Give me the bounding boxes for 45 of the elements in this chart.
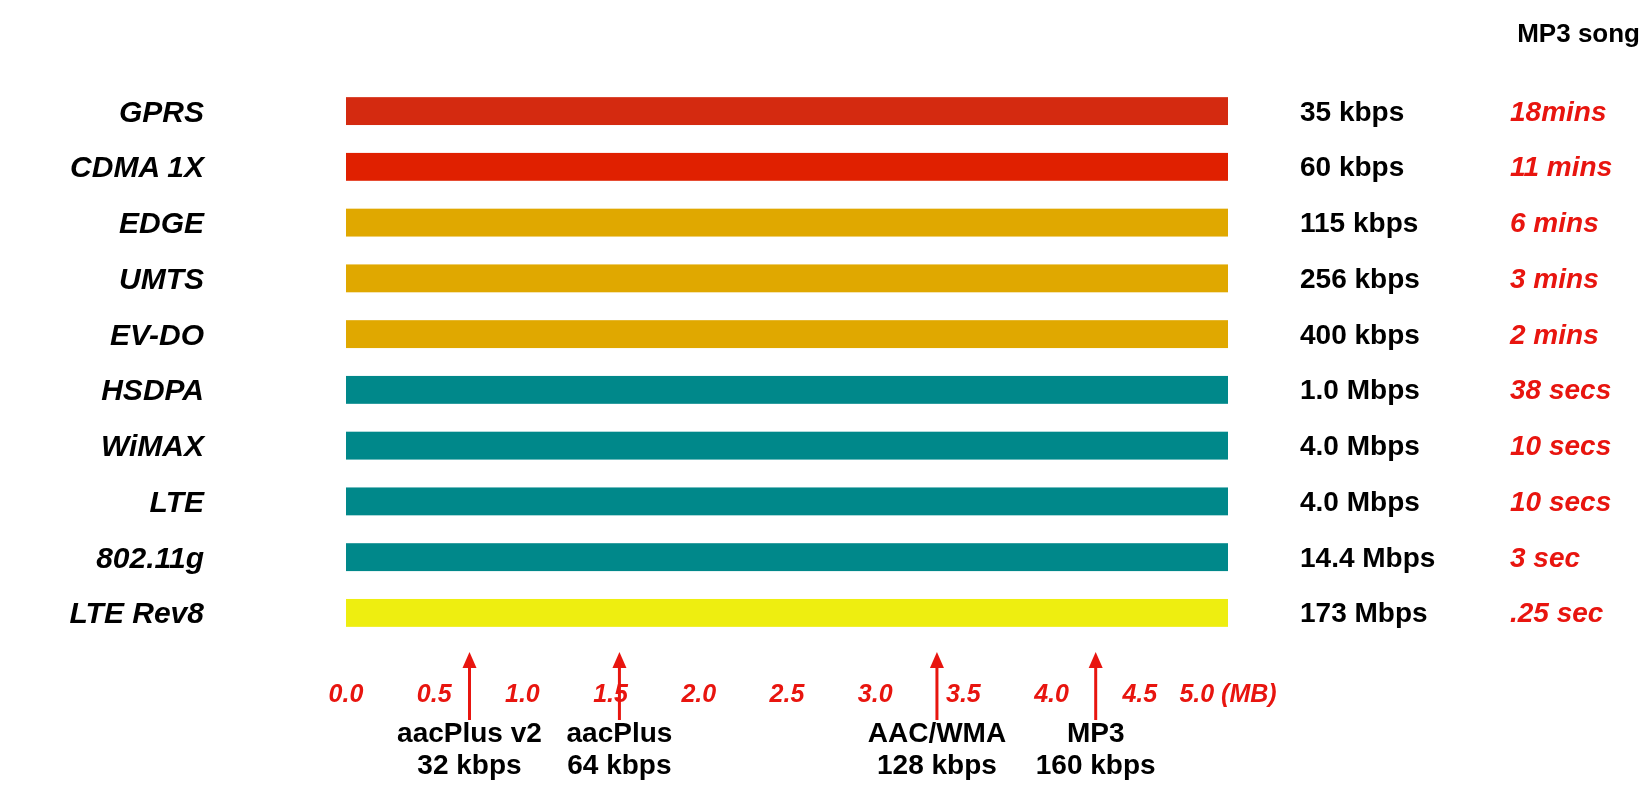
x-tick-label: 2.5 [768,679,806,707]
text: 10 secs [1510,485,1612,517]
text: 35 kbps [1300,95,1405,127]
text: 3 sec [1510,541,1581,573]
y-tick-label: 802.11g [96,540,204,574]
text: 6 mins [1510,207,1599,239]
text: 11 mins [1510,151,1613,183]
text: 3 mins [1510,262,1599,294]
text: 38 secs [1510,374,1612,406]
x-tick-label: 4.5 [1121,679,1159,707]
y-tick-label: LTE Rev8 [69,596,205,630]
text: .25 sec [1510,597,1604,629]
x-tick-label: 3.5 [946,679,982,707]
text: 18mins [1510,95,1607,127]
text: MP3 song [1517,18,1640,48]
text: 173 Mbps [1300,597,1428,629]
y-tick-label: EV-DO [110,317,204,351]
text: 2 mins [1509,318,1599,350]
text: 4.0 Mbps [1300,430,1420,462]
ref-line-label: AAC/WMA 128 kbps [867,717,1007,780]
x-tick-label: 5.0 (MB) [1179,679,1277,707]
ref-line-label: aacPlus v2 32 kbps [397,717,542,780]
text: 14.4 Mbps [1300,541,1436,573]
y-tick-label: WiMAX [100,429,206,463]
x-tick-label: 2.0 [680,679,717,707]
text: 400 kbps [1300,318,1420,350]
y-tick-label: CDMA 1X [70,150,206,184]
x-tick-label: 0.0 [328,679,364,707]
text: 256 kbps [1300,262,1420,294]
ref-line-label: aacPlus 64 kbps [566,717,673,780]
y-tick-label: LTE [149,484,205,518]
text: 4.0 Mbps [1300,485,1420,517]
text: 115 kbps [1300,207,1419,239]
text: 10 secs [1510,430,1612,462]
x-tick-label: 3.0 [857,679,893,707]
y-tick-label: GPRS [118,94,204,128]
x-tick-label: 1.0 [505,679,540,707]
ref-line-label: MP3 160 kbps [1035,717,1156,780]
y-tick-label: UMTS [119,261,204,295]
y-tick-label: EDGE [118,206,205,240]
x-tick-label: 0.5 [416,679,453,707]
x-tick-label: 4.0 [1033,679,1070,707]
text: 1.0 Mbps [1300,374,1420,406]
text: 60 kbps [1300,151,1405,183]
y-tick-label: HSDPA [101,373,204,407]
